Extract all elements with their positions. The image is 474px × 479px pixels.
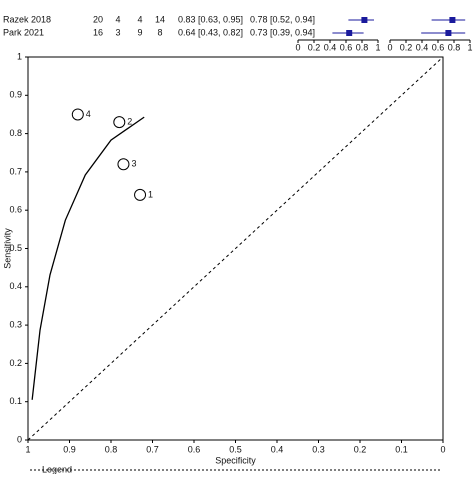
y-tick-label: 0.2: [9, 358, 22, 368]
y-tick-label: 0.5: [9, 243, 22, 253]
point-label: 1: [148, 189, 153, 199]
point-label: 2: [127, 116, 132, 126]
point-estimate: [346, 30, 353, 36]
y-axis-label: Sensitivity: [2, 228, 12, 269]
cell-fp: 3: [115, 27, 120, 37]
point-estimate: [445, 30, 452, 36]
forest-tick-label: 0: [387, 42, 392, 52]
cell-fn: 4: [137, 14, 142, 24]
forest-tick-label: 0.8: [356, 42, 369, 52]
x-tick-label: 0.5: [229, 444, 242, 454]
y-tick-label: 0.9: [9, 90, 22, 100]
x-tick-label: 1: [25, 444, 30, 454]
point-estimate: [361, 17, 368, 23]
forest-tick-label: 0.8: [448, 42, 461, 52]
point-label: 4: [86, 109, 91, 119]
study-point: [134, 188, 147, 201]
x-tick-label: 0.9: [63, 444, 76, 454]
diagonal: [27, 56, 444, 441]
forest-tick-label: 0.4: [324, 42, 337, 52]
cell-fp: 4: [115, 14, 120, 24]
x-tick-label: 0: [440, 444, 445, 454]
y-tick-label: 0.7: [9, 166, 22, 176]
study-point: [71, 108, 84, 121]
cell-tp: 16: [93, 27, 103, 37]
study-name: Park 2021: [3, 27, 44, 37]
y-tick-label: 1: [17, 51, 22, 61]
spec-ci: 0.73 [0.39, 0.94]: [250, 27, 315, 37]
forest-tick-label: 0.2: [400, 42, 413, 52]
x-tick-label: 0.2: [354, 444, 367, 454]
x-tick-label: 0.3: [312, 444, 325, 454]
point-estimate: [449, 17, 456, 23]
x-tick-label: 0.1: [395, 444, 408, 454]
forest-tick-label: 0.4: [416, 42, 429, 52]
x-axis-label: Specificity: [215, 455, 256, 465]
sroc-curve: [31, 116, 145, 400]
study-name: Razek 2018: [3, 14, 51, 24]
sens-ci: 0.83 [0.63, 0.95]: [178, 14, 243, 24]
cell-tp: 20: [93, 14, 103, 24]
x-tick-label: 0.8: [105, 444, 118, 454]
cell-tn: 14: [155, 14, 165, 24]
point-label: 3: [131, 159, 136, 169]
sens-ci: 0.64 [0.43, 0.82]: [178, 27, 243, 37]
study-point: [117, 158, 130, 171]
spec-ci: 0.78 [0.52, 0.94]: [250, 14, 315, 24]
x-tick-label: 0.4: [271, 444, 284, 454]
legend-title: Legend: [42, 464, 72, 474]
cell-fn: 9: [137, 27, 142, 37]
study-point: [113, 116, 126, 129]
y-tick-label: 0.3: [9, 319, 22, 329]
forest-tick-label: 0: [295, 42, 300, 52]
y-tick-label: 0.4: [9, 281, 22, 291]
x-tick-label: 0.6: [188, 444, 201, 454]
y-tick-label: 0.1: [9, 396, 22, 406]
y-tick-label: 0: [17, 434, 22, 444]
x-tick-label: 0.7: [146, 444, 159, 454]
forest-tick-label: 0.2: [308, 42, 321, 52]
forest-tick-label: 0.6: [432, 42, 445, 52]
y-tick-label: 0.6: [9, 205, 22, 215]
forest-tick-label: 1: [375, 42, 380, 52]
cell-tn: 8: [157, 27, 162, 37]
forest-tick-label: 1: [467, 42, 472, 52]
forest-tick-label: 0.6: [340, 42, 353, 52]
y-tick-label: 0.8: [9, 128, 22, 138]
